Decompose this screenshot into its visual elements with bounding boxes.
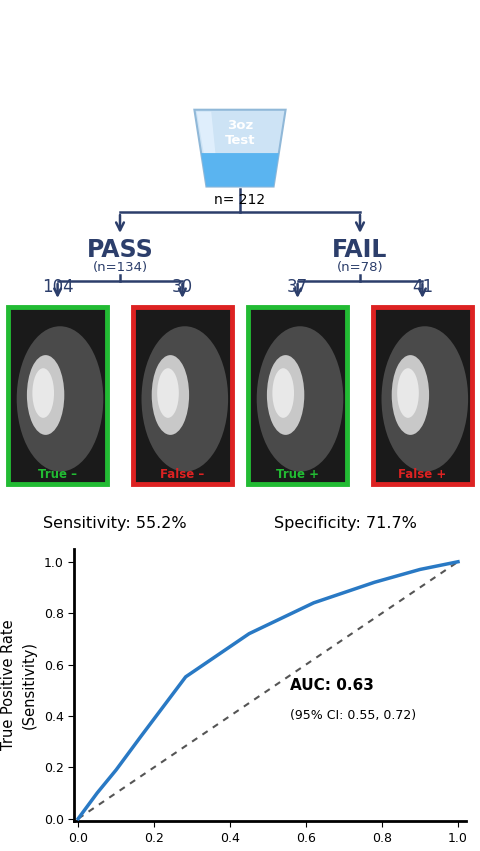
- Y-axis label: True Positive Rate
(Sensitivity): True Positive Rate (Sensitivity): [1, 620, 37, 751]
- Text: False –: False –: [160, 468, 204, 481]
- Ellipse shape: [272, 368, 294, 418]
- Text: (n=78): (n=78): [336, 261, 384, 274]
- Ellipse shape: [152, 355, 189, 435]
- Ellipse shape: [142, 326, 228, 471]
- Text: 3oz
Test: 3oz Test: [225, 119, 255, 147]
- Text: AUC: 0.63: AUC: 0.63: [289, 677, 373, 693]
- Ellipse shape: [267, 355, 304, 435]
- Text: 104: 104: [42, 278, 73, 296]
- FancyBboxPatch shape: [373, 306, 471, 484]
- Text: (95% CI: 0.55, 0.72): (95% CI: 0.55, 0.72): [289, 709, 416, 722]
- Text: 41: 41: [412, 278, 433, 296]
- Text: False +: False +: [398, 468, 446, 481]
- Text: Discriminant ability of the 3-ounce water
swallow test to detect aspiration in
A: Discriminant ability of the 3-ounce wate…: [38, 13, 442, 79]
- Ellipse shape: [157, 368, 179, 418]
- Polygon shape: [194, 110, 286, 186]
- Ellipse shape: [397, 368, 419, 418]
- Polygon shape: [201, 153, 279, 186]
- FancyBboxPatch shape: [133, 306, 231, 484]
- Text: PASS: PASS: [86, 237, 154, 261]
- Text: 30: 30: [172, 278, 193, 296]
- Text: True +: True +: [276, 468, 319, 481]
- Text: 37: 37: [287, 278, 308, 296]
- Ellipse shape: [257, 326, 343, 471]
- Ellipse shape: [27, 355, 64, 435]
- FancyBboxPatch shape: [9, 306, 107, 484]
- FancyBboxPatch shape: [249, 306, 347, 484]
- Ellipse shape: [32, 368, 54, 418]
- Ellipse shape: [382, 326, 468, 471]
- Ellipse shape: [392, 355, 429, 435]
- Text: (n=134): (n=134): [93, 261, 147, 274]
- Text: FAIL: FAIL: [332, 237, 388, 261]
- Text: True –: True –: [38, 468, 77, 481]
- Ellipse shape: [17, 326, 103, 471]
- Text: Sensitivity: 55.2%: Sensitivity: 55.2%: [43, 516, 187, 531]
- Text: Specificity: 71.7%: Specificity: 71.7%: [274, 516, 417, 531]
- Text: n= 212: n= 212: [215, 193, 265, 208]
- Polygon shape: [197, 111, 218, 183]
